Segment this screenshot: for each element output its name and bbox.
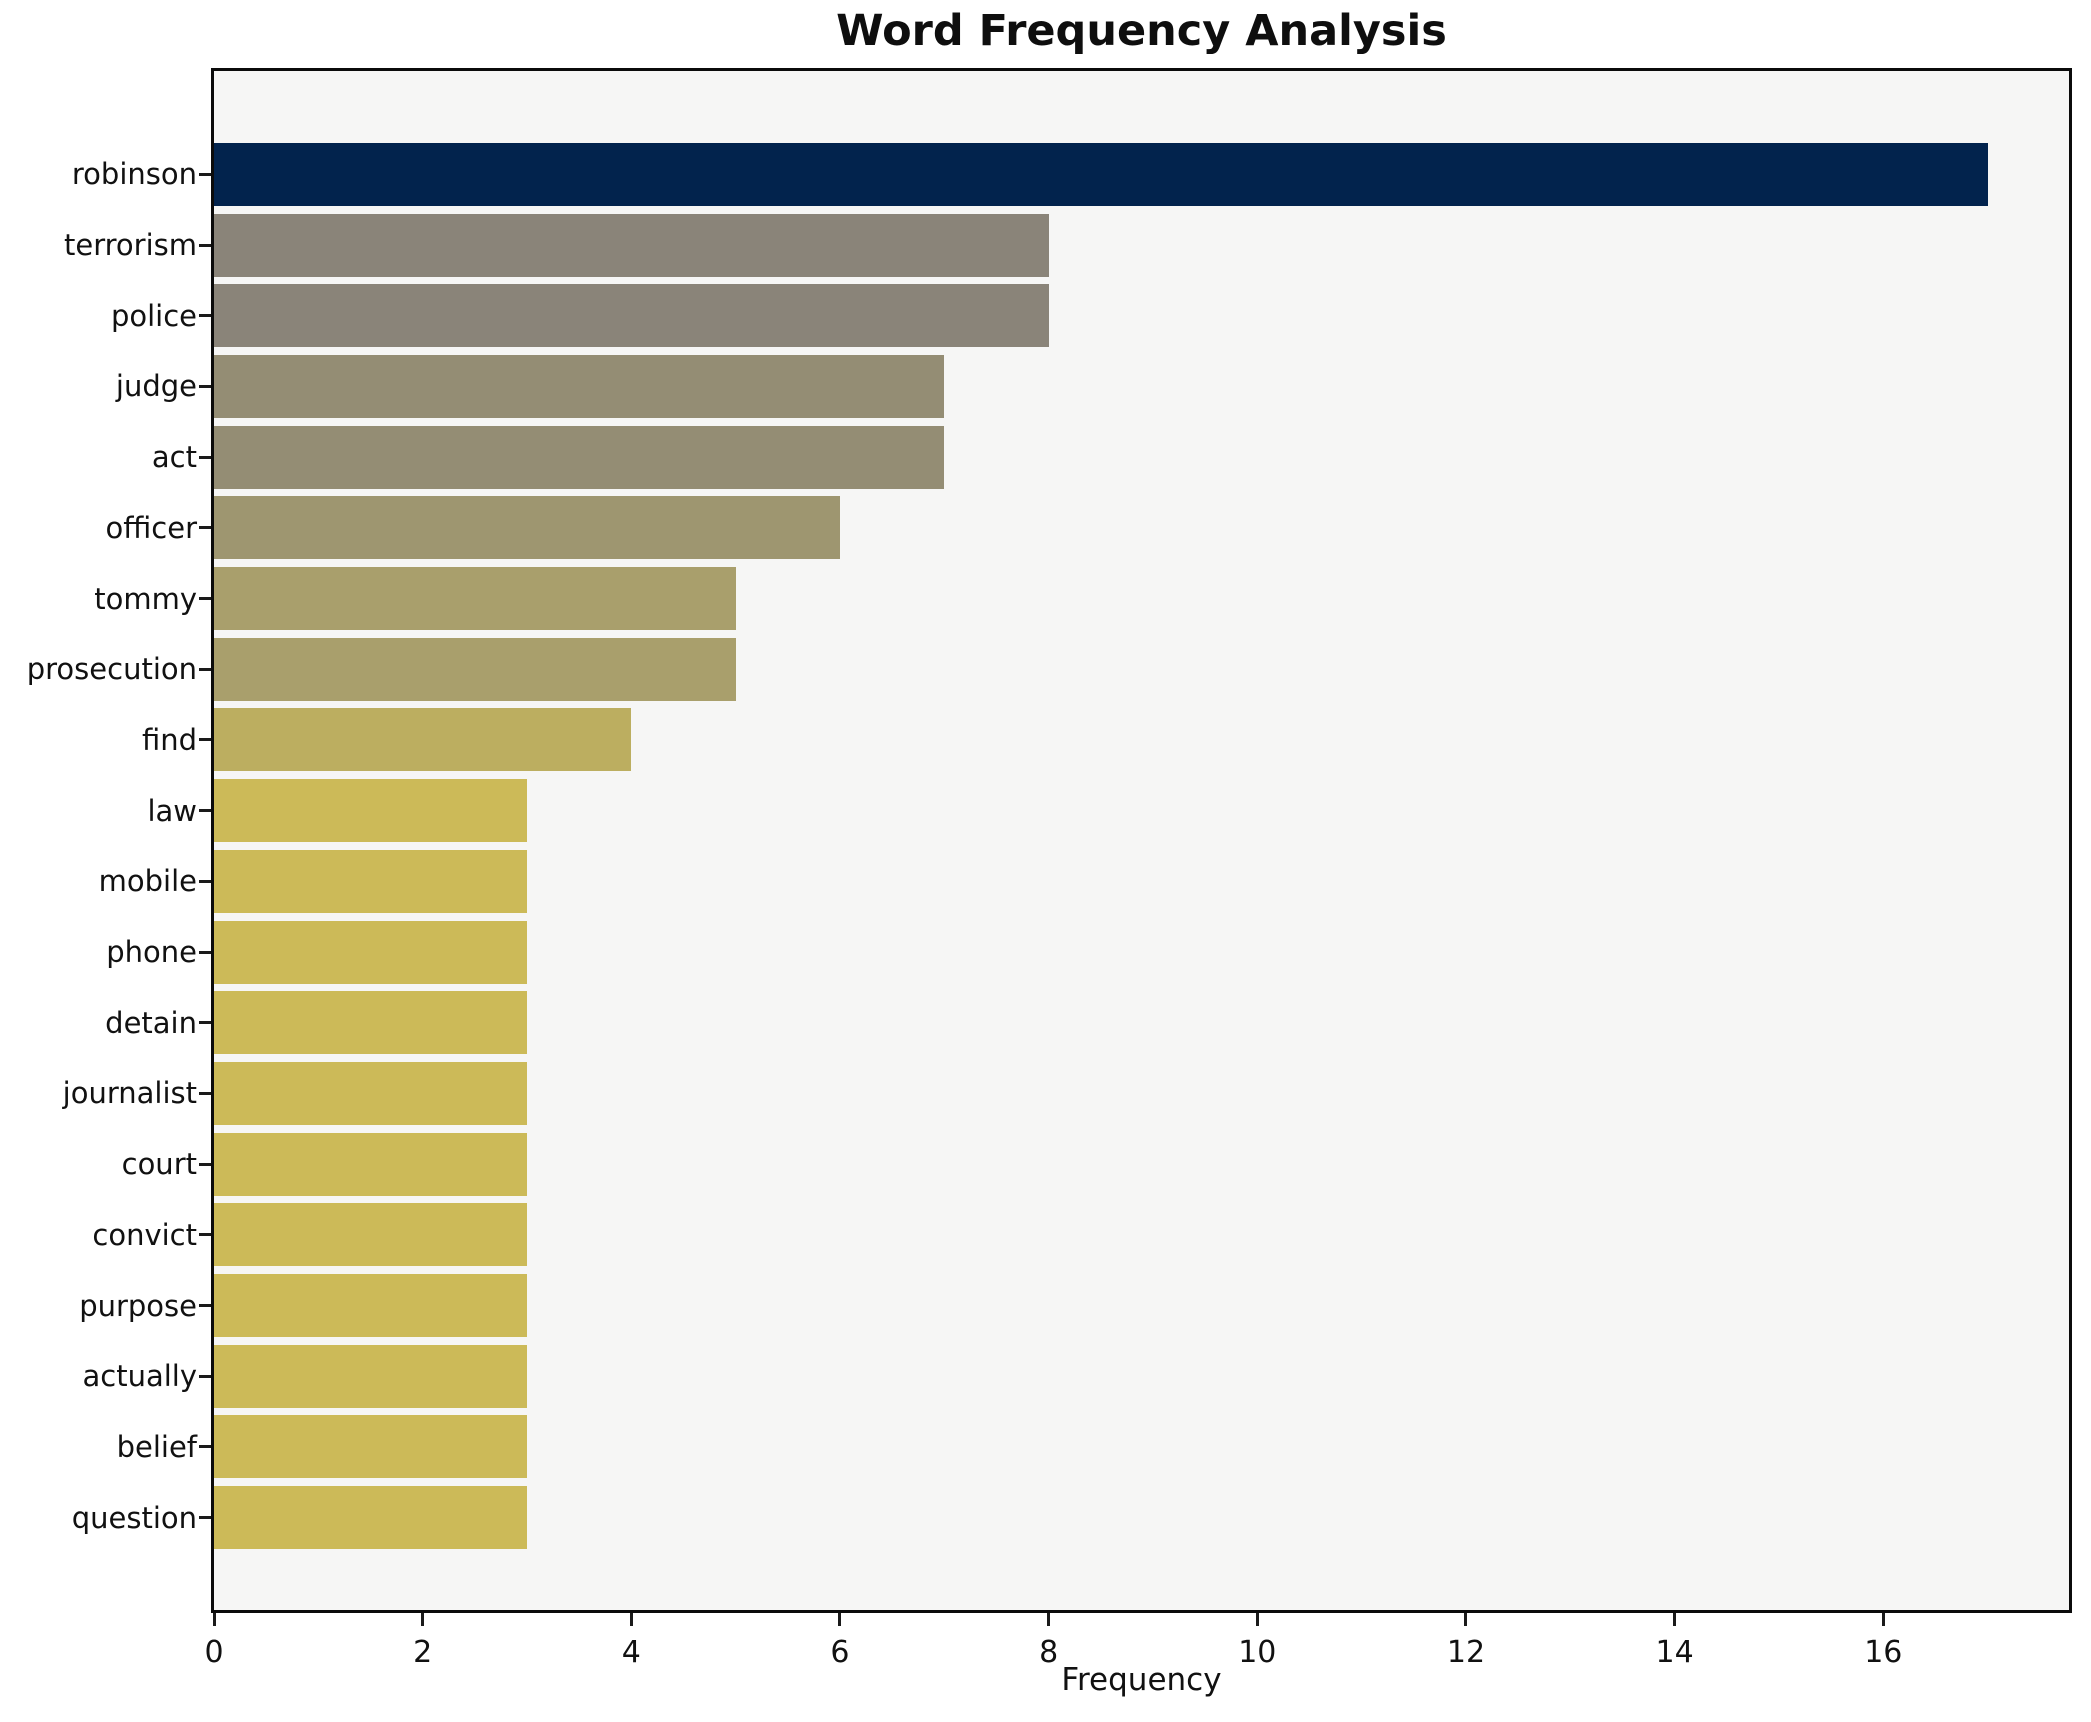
y-tick: [199, 667, 211, 671]
y-tick: [199, 738, 211, 742]
x-tick: [1464, 1613, 1468, 1626]
x-tick-label: 0: [204, 1635, 224, 1670]
y-label-convict: convict: [92, 1217, 197, 1252]
x-tick-label: 6: [830, 1635, 850, 1670]
y-tick: [199, 172, 211, 176]
bar-police: [214, 284, 1049, 348]
y-tick: [199, 1233, 211, 1237]
x-tick-label: 8: [1039, 1635, 1059, 1670]
y-label-act: act: [151, 440, 197, 475]
x-tick-label: 10: [1238, 1635, 1277, 1670]
bar-judge: [214, 354, 945, 418]
y-label-officer: officer: [105, 510, 198, 545]
bar-detain: [214, 991, 527, 1055]
bar-robinson: [214, 142, 1988, 206]
y-label-journalist: journalist: [62, 1076, 197, 1111]
bar-actually: [214, 1344, 527, 1408]
y-tick: [199, 1021, 211, 1025]
y-label-judge: judge: [115, 369, 197, 404]
y-tick: [199, 1304, 211, 1308]
y-tick: [199, 384, 211, 388]
x-tick-label: 2: [413, 1635, 433, 1670]
y-label-law: law: [147, 793, 197, 828]
y-tick: [199, 1091, 211, 1095]
x-axis-ticks: 0 2 4 6 8 10 12 14 16: [204, 1613, 2069, 1722]
y-tick: [199, 526, 211, 530]
x-tick-label: 4: [621, 1635, 641, 1670]
x-tick-label: 16: [1864, 1635, 1903, 1670]
x-tick: [1673, 1613, 1677, 1626]
bar-find: [214, 708, 632, 772]
y-axis-ticks: [199, 71, 211, 1610]
y-label-court: court: [121, 1147, 197, 1182]
y-tick: [199, 1374, 211, 1378]
y-label-purpose: purpose: [79, 1288, 197, 1323]
y-label-question: question: [71, 1500, 197, 1535]
bar-law: [214, 779, 527, 843]
y-label-prosecution: prosecution: [26, 652, 197, 687]
chart-title: Word Frequency Analysis: [836, 6, 1447, 56]
bar-journalist: [214, 1061, 527, 1125]
x-axis-label: Frequency: [1061, 1662, 1222, 1698]
x-tick: [629, 1613, 633, 1626]
bar-officer: [214, 496, 840, 560]
bar-belief: [214, 1415, 527, 1479]
y-tick: [199, 314, 211, 318]
bar-phone: [214, 920, 527, 984]
y-tick: [199, 1445, 211, 1449]
x-tick: [838, 1613, 842, 1626]
x-tick: [1881, 1613, 1885, 1626]
bar-terrorism: [214, 213, 1049, 277]
y-label-police: police: [110, 298, 197, 333]
y-label-robinson: robinson: [71, 157, 197, 192]
x-tick-label: 14: [1655, 1635, 1694, 1670]
bar-mobile: [214, 849, 527, 913]
y-tick: [199, 1516, 211, 1520]
y-label-belief: belief: [116, 1429, 197, 1464]
y-tick: [199, 455, 211, 459]
bar-prosecution: [214, 637, 736, 701]
y-tick: [199, 597, 211, 601]
y-label-terrorism: terrorism: [64, 228, 197, 263]
x-tick: [212, 1613, 216, 1626]
y-label-detain: detain: [105, 1005, 197, 1040]
x-tick: [1047, 1613, 1051, 1626]
x-tick: [421, 1613, 425, 1626]
y-label-find: find: [141, 722, 197, 757]
bar-question: [214, 1486, 527, 1550]
y-tick: [199, 879, 211, 883]
y-label-tommy: tommy: [94, 581, 197, 616]
x-tick: [1255, 1613, 1259, 1626]
y-tick: [199, 950, 211, 954]
bar-convict: [214, 1203, 527, 1267]
y-tick: [199, 243, 211, 247]
y-label-actually: actually: [82, 1359, 197, 1394]
bars-layer: [214, 71, 2069, 1610]
y-axis-labels: robinson terrorism police judge act officer to…: [0, 71, 197, 1610]
y-label-mobile: mobile: [98, 864, 197, 899]
x-tick-label: 12: [1446, 1635, 1486, 1670]
bar-tommy: [214, 567, 736, 631]
y-tick: [199, 809, 211, 813]
bar-purpose: [214, 1274, 527, 1338]
bar-act: [214, 425, 945, 489]
y-label-phone: phone: [106, 935, 197, 970]
bar-court: [214, 1132, 527, 1196]
y-tick: [199, 1162, 211, 1166]
